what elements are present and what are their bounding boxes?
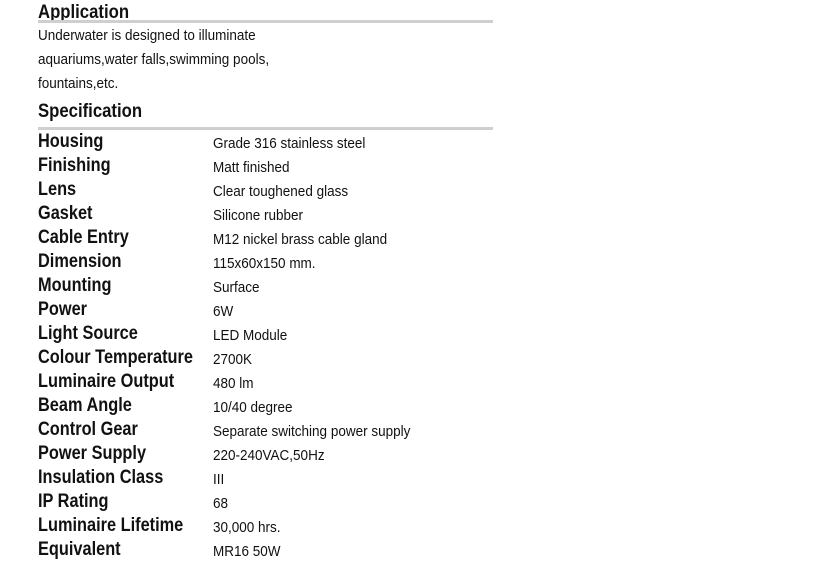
specification-divider — [38, 127, 493, 130]
spec-label: Finishing — [38, 155, 111, 176]
spec-value: Surface — [213, 279, 260, 296]
spec-row: Mounting Surface — [38, 274, 538, 298]
application-line: Underwater is designed to illuminate — [38, 27, 256, 44]
spec-row: Dimension 115x60x150 mm. — [38, 250, 538, 274]
spec-value: LED Module — [213, 327, 288, 344]
application-divider — [38, 20, 493, 23]
spec-value: 220-240VAC,50Hz — [213, 447, 325, 464]
spec-row: Insulation Class III — [38, 466, 538, 490]
spec-row: IP Rating 68 — [38, 490, 538, 514]
spec-label: Housing — [38, 131, 104, 152]
spec-label: Mounting — [38, 275, 112, 296]
spec-row: Power Supply 220-240VAC,50Hz — [38, 442, 538, 466]
spec-row: Cable Entry M12 nickel brass cable gland — [38, 226, 538, 250]
spec-row: Finishing Matt finished — [38, 154, 538, 178]
spec-value: 2700K — [213, 351, 253, 368]
spec-label: Luminaire Lifetime — [38, 515, 184, 536]
spec-label: Cable Entry — [38, 227, 129, 248]
spec-row: Light Source LED Module — [38, 322, 538, 346]
spec-row: Control Gear Separate switching power sup… — [38, 418, 538, 442]
spec-label: IP Rating — [38, 491, 109, 512]
spec-value: 30,000 hrs. — [213, 519, 281, 536]
spec-row: Luminaire Lifetime 30,000 hrs. — [38, 514, 538, 538]
spec-value: Matt finished — [213, 159, 290, 176]
spec-row: Power 6W — [38, 298, 538, 322]
spec-label: Gasket — [38, 203, 93, 224]
spec-value: Separate switching power supply — [213, 423, 411, 440]
spec-row: Lens Clear toughened glass — [38, 178, 538, 202]
spec-row: Beam Angle 10/40 degree — [38, 394, 538, 418]
spec-value: MR16 50W — [213, 543, 281, 560]
spec-row: Equivalent MR16 50W — [38, 538, 538, 562]
spec-label: Luminaire Output — [38, 371, 175, 392]
spec-label: Light Source — [38, 323, 138, 344]
spec-label: Power — [38, 299, 88, 320]
application-line: aquariums,water falls,swimming pools, — [38, 51, 270, 68]
spec-label: Control Gear — [38, 419, 138, 440]
spec-value: M12 nickel brass cable gland — [213, 231, 388, 248]
spec-value: III — [213, 471, 225, 488]
spec-value: 10/40 degree — [213, 399, 293, 416]
spec-row: Colour Temperature 2700K — [38, 346, 538, 370]
spec-label: Insulation Class — [38, 467, 164, 488]
spec-value: 115x60x150 mm. — [213, 255, 316, 272]
spec-row: Gasket Silicone rubber — [38, 202, 538, 226]
spec-value: Clear toughened glass — [213, 183, 349, 200]
specification-heading: Specification — [38, 101, 143, 122]
spec-value: 68 — [213, 495, 229, 512]
spec-value: 6W — [213, 303, 234, 320]
spec-row: Luminaire Output 480 lm — [38, 370, 538, 394]
spec-label: Lens — [38, 179, 77, 200]
spec-label: Dimension — [38, 251, 122, 272]
spec-value: 480 lm — [213, 375, 254, 392]
spec-value: Silicone rubber — [213, 207, 304, 224]
spec-label: Colour Temperature — [38, 347, 193, 368]
application-heading: Application — [38, 2, 130, 23]
spec-label: Power Supply — [38, 443, 147, 464]
spec-label: Beam Angle — [38, 395, 132, 416]
spec-value: Grade 316 stainless steel — [213, 135, 366, 152]
spec-row: Housing Grade 316 stainless steel — [38, 130, 538, 154]
spec-label: Equivalent — [38, 539, 121, 560]
application-line: fountains,etc. — [38, 75, 119, 92]
